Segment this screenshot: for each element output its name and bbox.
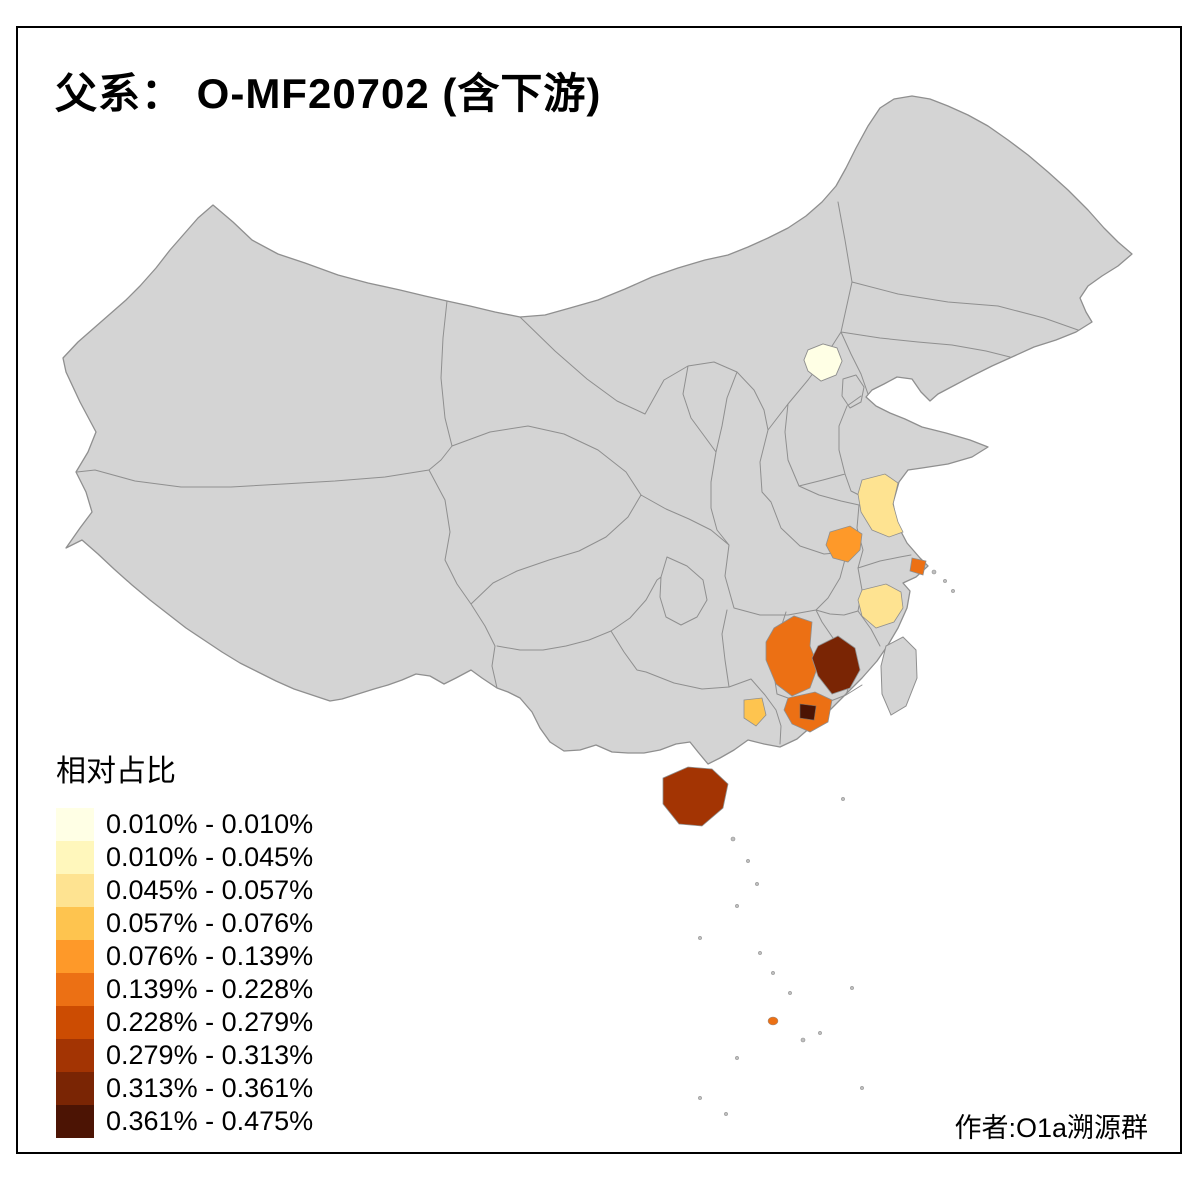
legend-row: 0.313% - 0.361% [56,1072,313,1105]
region-guangxi-east [743,697,767,727]
legend: 相对占比 0.010% - 0.010% 0.010% - 0.045% 0.0… [56,746,313,1138]
legend-swatch [56,841,94,874]
legend-row: 0.139% - 0.228% [56,973,313,1006]
region-scs-islet [767,1016,779,1026]
legend-label: 0.045% - 0.057% [106,875,314,905]
legend-label: 0.076% - 0.139% [106,941,314,971]
legend-label: 0.010% - 0.045% [106,842,314,872]
legend-row: 0.010% - 0.045% [56,841,313,874]
legend-label: 0.010% - 0.010% [106,809,314,839]
legend-swatch [56,973,94,1006]
coastal-islets [698,569,955,1116]
legend-row: 0.361% - 0.475% [56,1105,313,1138]
legend-row: 0.076% - 0.139% [56,940,313,973]
legend-label: 0.228% - 0.279% [106,1007,314,1037]
page-title: 父系： O-MF20702 (含下游) [55,70,602,117]
legend-swatch [56,1105,94,1138]
region-jiangxi [765,615,819,697]
legend-swatch [56,940,94,973]
legend-row: 0.057% - 0.076% [56,907,313,940]
legend-label: 0.361% - 0.475% [106,1106,314,1136]
legend-swatch [56,874,94,907]
region-anhui-south [825,525,863,563]
legend-title: 相对占比 [56,755,176,788]
region-shanghai [909,557,927,576]
region-beijing [803,343,843,382]
legend-label: 0.279% - 0.313% [106,1040,314,1070]
legend-row: 0.045% - 0.057% [56,874,313,907]
legend-label: 0.313% - 0.361% [106,1073,314,1103]
region-fujian [811,635,861,695]
region-jiangsu [857,473,904,538]
attribution: 作者:O1a溯源群 [954,1113,1148,1143]
legend-row: 0.010% - 0.010% [56,808,313,841]
region-chaoshan [799,703,817,721]
legend-swatch [56,907,94,940]
legend-swatch [56,1072,94,1105]
legend-row: 0.279% - 0.313% [56,1039,313,1072]
legend-swatch [56,808,94,841]
region-hainan [662,766,729,827]
legend-row: 0.228% - 0.279% [56,1006,313,1039]
legend-label: 0.139% - 0.228% [106,974,314,1004]
legend-label: 0.057% - 0.076% [106,908,314,938]
legend-swatch [56,1006,94,1039]
legend-swatch [56,1039,94,1072]
plot-frame [16,26,1182,1154]
taiwan-island [880,636,918,716]
region-zhejiang [857,583,904,629]
